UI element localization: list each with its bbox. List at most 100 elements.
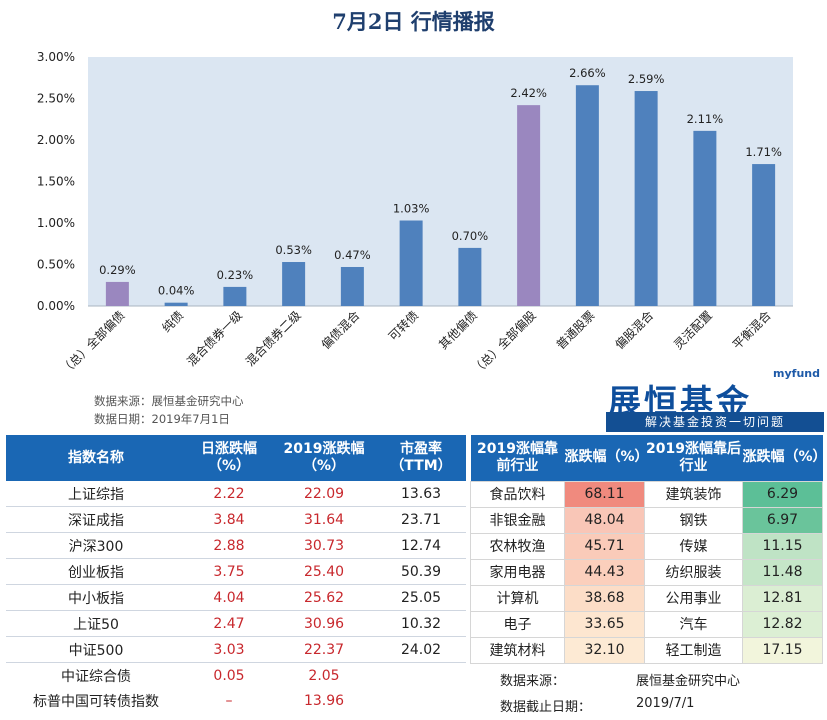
- table-source-label: 数据来源：: [500, 674, 566, 689]
- table-row: 家用电器 44.43 纺织服装 11.48: [470, 558, 823, 586]
- top-industry-cell: 农林牧渔: [470, 532, 565, 560]
- table-row: 创业板指 3.75 25.40 50.39: [6, 558, 466, 585]
- header-top-industry: 2019涨幅靠前行业: [470, 435, 565, 481]
- bar: [517, 105, 541, 306]
- index-name-cell: 中证500: [6, 636, 186, 663]
- x-tick-label: （总）全部偏债: [57, 308, 127, 378]
- header-bottom-industry: 2019涨幅靠后行业: [644, 435, 743, 481]
- index-name-cell: 中证综合债: [61, 668, 131, 685]
- bar: [575, 85, 599, 306]
- pe-cell: 25.05: [376, 584, 466, 611]
- bar: [164, 302, 188, 306]
- bottom-change-cell: 12.82: [742, 610, 823, 638]
- bar: [693, 130, 717, 306]
- ytd-change-cell: 31.64: [272, 506, 376, 533]
- bar-value-label: 0.23%: [217, 268, 254, 282]
- header-day-change: 日涨跌幅（%）: [186, 435, 272, 481]
- table-source-value: 展恒基金研究中心: [636, 674, 741, 689]
- header-top-change: 涨跌幅（%）: [564, 435, 645, 481]
- header-index-name: 指数名称: [6, 435, 186, 481]
- ytd-change-cell: 2.05: [308, 667, 340, 684]
- x-tick-label: 纯债: [159, 308, 186, 335]
- logo-brand: myfund: [773, 367, 820, 380]
- bar-value-label: 1.71%: [745, 145, 782, 159]
- table-row: 深证成指 3.84 31.64 23.71: [6, 506, 466, 533]
- day-change-cell: –: [225, 692, 233, 709]
- y-tick-label: 1.50%: [37, 175, 75, 189]
- pe-cell: 13.63: [376, 481, 466, 507]
- bottom-change-cell: 6.97: [742, 506, 823, 534]
- table-row: 建筑材料 32.10 轻工制造 17.15: [470, 636, 823, 664]
- bar-value-label: 2.59%: [628, 72, 665, 86]
- bar-value-label: 0.47%: [334, 248, 371, 262]
- top-change-cell: 33.65: [564, 610, 645, 638]
- top-change-cell: 48.04: [564, 506, 645, 534]
- table-date-value: 2019/7/1: [636, 696, 695, 711]
- ytd-change-cell: 13.96: [303, 692, 345, 709]
- x-tick-label: 混合债券二级: [242, 308, 304, 370]
- pe-cell: [376, 663, 466, 689]
- bar-chart: 0.00% 0.50% 1.00% 1.50% 2.00% 2.50% 3.00% 0.29%…: [37, 50, 793, 378]
- x-tick-label: 混合债券一级: [183, 308, 245, 370]
- bar-value-label: 0.29%: [99, 263, 136, 277]
- bottom-change-cell: 11.48: [742, 558, 823, 586]
- bar: [752, 164, 776, 306]
- top-change-cell: 44.43: [564, 558, 645, 586]
- table-row: 上证50 2.47 30.96 10.32: [6, 610, 466, 637]
- bar: [399, 220, 423, 306]
- day-change-cell: 4.04: [186, 584, 272, 611]
- day-change-cell: 0.05: [213, 667, 245, 684]
- logo-slogan: 解决基金投资一切问题: [606, 412, 824, 432]
- day-change-cell: 2.88: [186, 532, 272, 559]
- bar-value-label: 0.04%: [158, 284, 195, 298]
- header-bottom-change: 涨跌幅（%）: [742, 435, 823, 481]
- data-date-note: 数据日期：2019年7月1日: [94, 412, 230, 426]
- index-name-cell: 创业板指: [6, 558, 186, 585]
- pe-cell: [376, 688, 466, 713]
- index-name-cell: 深证成指: [6, 506, 186, 533]
- index-name-cell: 中小板指: [6, 584, 186, 611]
- bar: [223, 286, 247, 306]
- table-row: 非银金融 48.04 钢铁 6.97: [470, 506, 823, 534]
- table-row: 电子 33.65 汽车 12.82: [470, 610, 823, 638]
- table-row: 中证综合债 0.05 2.05: [6, 663, 466, 689]
- table-row: 农林牧渔 45.71 传媒 11.15: [470, 532, 823, 560]
- x-tick-label: 平衡混合: [729, 308, 774, 353]
- x-tick-label: 普通股票: [554, 308, 598, 352]
- x-tick-label: 可转债: [385, 308, 421, 344]
- pe-cell: 24.02: [376, 636, 466, 663]
- bottom-change-cell: 11.15: [742, 532, 823, 560]
- x-tick-label: 偏债混合: [318, 308, 363, 353]
- bottom-industry-cell: 轻工制造: [644, 636, 743, 664]
- bar-value-label: 0.70%: [452, 229, 489, 243]
- top-industry-cell: 建筑材料: [470, 636, 565, 664]
- y-tick-label: 0.00%: [37, 299, 75, 313]
- ytd-change-cell: 30.96: [272, 610, 376, 637]
- y-tick-label: 2.50%: [37, 92, 75, 106]
- y-tick-label: 0.50%: [37, 258, 75, 272]
- top-change-cell: 68.11: [564, 480, 645, 508]
- bottom-industry-cell: 汽车: [644, 610, 743, 638]
- x-tick-label: 其他偏债: [435, 308, 480, 353]
- ytd-change-cell: 22.09: [272, 481, 376, 507]
- ytd-change-cell: 25.62: [272, 584, 376, 611]
- bar-value-label: 0.53%: [275, 243, 312, 257]
- table-row: 食品饮料 68.11 建筑装饰 6.29: [470, 480, 823, 508]
- bar: [634, 91, 658, 306]
- plot-area: [88, 57, 793, 306]
- bar-value-label: 2.42%: [510, 86, 547, 100]
- y-tick-label: 1.00%: [37, 216, 75, 230]
- bottom-change-cell: 17.15: [742, 636, 823, 664]
- table-date-label: 数据截止日期：: [500, 700, 592, 715]
- bar: [105, 281, 129, 306]
- bottom-industry-cell: 传媒: [644, 532, 743, 560]
- industry-table: 2019涨幅靠前行业 涨跌幅（%） 2019涨幅靠后行业 涨跌幅（%） 食品饮料…: [470, 435, 823, 664]
- index-name-cell: 沪深300: [6, 532, 186, 559]
- table-row: 中小板指 4.04 25.62 25.05: [6, 584, 466, 611]
- top-industry-cell: 电子: [470, 610, 565, 638]
- index-name-cell: 上证综指: [6, 481, 186, 507]
- bar-value-label: 2.11%: [687, 112, 724, 126]
- ytd-change-cell: 30.73: [272, 532, 376, 559]
- table-row: 计算机 38.68 公用事业 12.81: [470, 584, 823, 612]
- pe-cell: 12.74: [376, 532, 466, 559]
